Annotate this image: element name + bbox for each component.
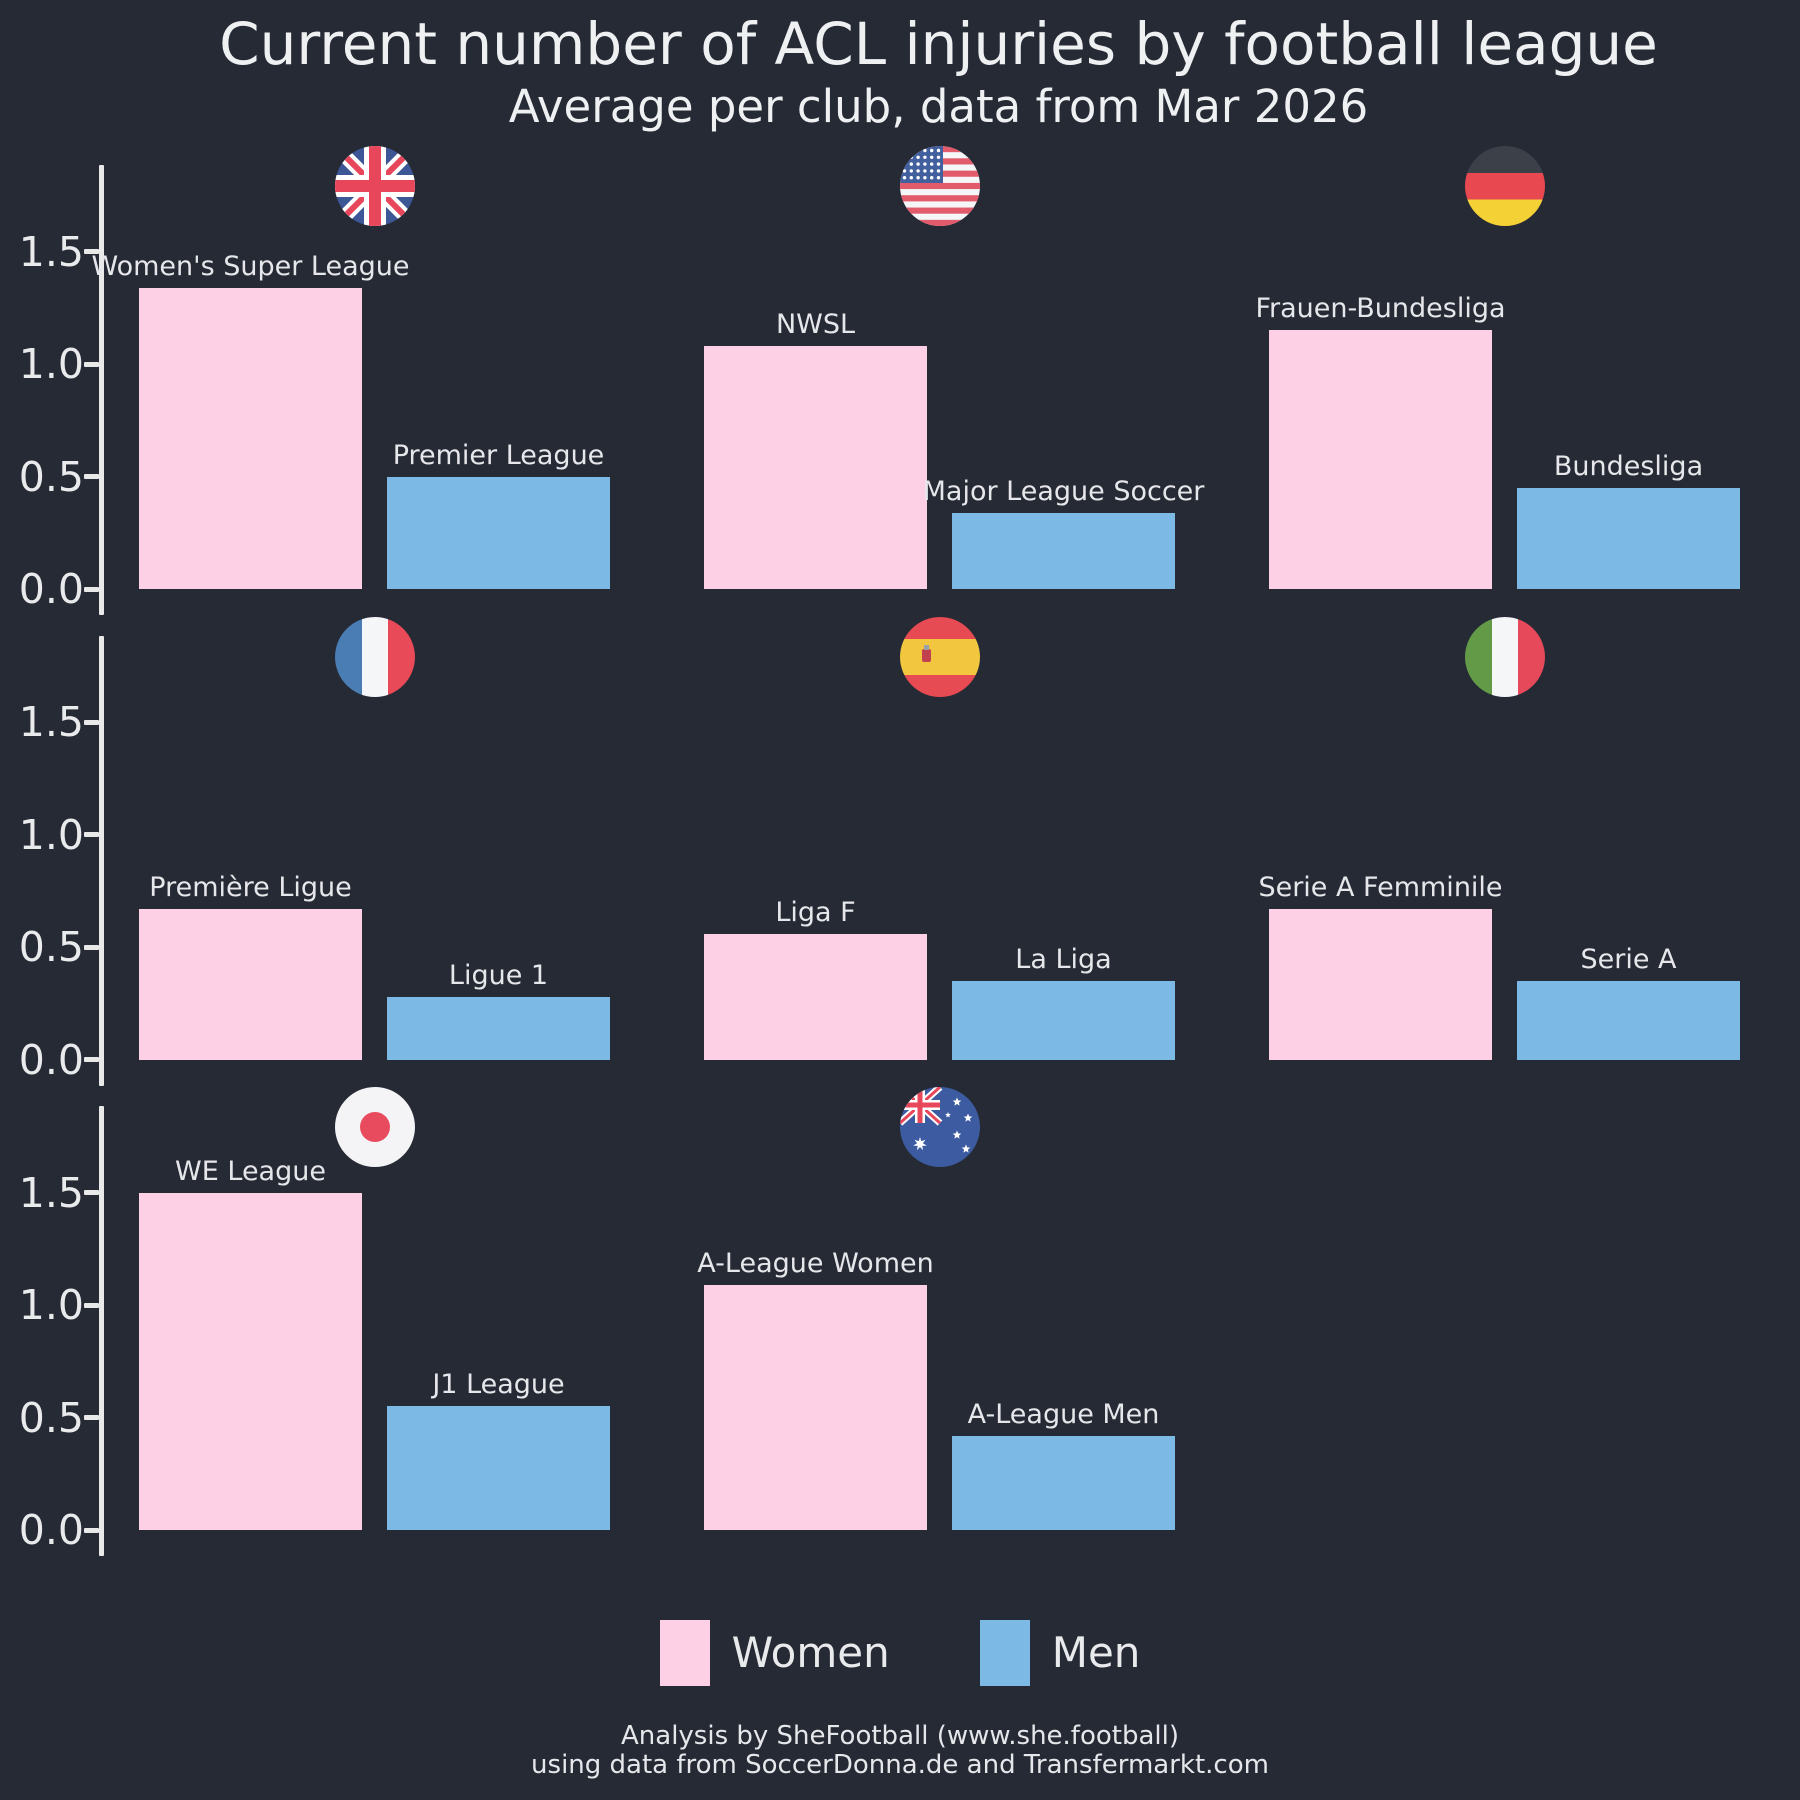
men-bar bbox=[952, 980, 1175, 1060]
attribution-line-1: Analysis by SheFootball (www.she.footbal… bbox=[621, 1721, 1179, 1751]
men-bar-label: Bundesliga bbox=[1553, 450, 1704, 482]
y-axis-tick-label: 0.0 bbox=[18, 1035, 84, 1084]
women-bar-label: Première Ligue bbox=[149, 871, 352, 903]
women-bar bbox=[139, 287, 362, 589]
y-axis-tick bbox=[83, 361, 99, 367]
women-bar bbox=[704, 346, 927, 589]
women-legend-label: Women bbox=[731, 1628, 890, 1677]
men-bar bbox=[387, 1406, 610, 1530]
men-bar bbox=[1517, 487, 1740, 589]
y-axis-tick bbox=[83, 586, 99, 592]
attribution-footer: Analysis by SheFootball (www.she.footbal… bbox=[0, 1722, 1800, 1780]
y-axis-spine bbox=[98, 1106, 104, 1556]
japan-flag-icon bbox=[334, 1087, 415, 1167]
uk-flag-icon bbox=[334, 146, 415, 226]
men-bar-label: Serie A bbox=[1580, 943, 1677, 975]
y-axis-tick bbox=[83, 832, 99, 837]
women-bar-label: Liga F bbox=[775, 896, 856, 928]
australia-flag-icon bbox=[899, 1087, 980, 1167]
men-bar-label: Major League Soccer bbox=[922, 475, 1205, 507]
y-axis-tick-label: 0.5 bbox=[18, 1393, 84, 1442]
y-axis-tick-label: 1.0 bbox=[18, 810, 84, 859]
men-bar-label: Premier League bbox=[392, 439, 605, 471]
spain-flag-icon bbox=[899, 616, 980, 697]
women-bar bbox=[704, 933, 927, 1060]
usa-flag-icon bbox=[899, 146, 980, 226]
women-bar-label: A-League Women bbox=[697, 1247, 934, 1279]
women-bar bbox=[139, 908, 362, 1060]
men-bar bbox=[387, 996, 610, 1060]
men-bar bbox=[1517, 980, 1740, 1060]
france-flag-icon bbox=[334, 616, 415, 697]
chart-legend: Women Men bbox=[0, 1618, 1800, 1688]
y-axis-tick-label: 1.0 bbox=[18, 340, 84, 388]
women-bar-label: NWSL bbox=[775, 309, 856, 340]
women-legend-swatch bbox=[659, 1620, 710, 1686]
men-bar-label: J1 League bbox=[432, 1369, 565, 1401]
y-axis-tick-label: 1.5 bbox=[18, 1168, 84, 1217]
y-axis-tick-label: 0.5 bbox=[18, 452, 84, 501]
men-legend-label: Men bbox=[1051, 1628, 1141, 1677]
y-axis-tick bbox=[83, 474, 99, 479]
y-axis-spine bbox=[98, 165, 104, 615]
women-bar-label: WE League bbox=[175, 1155, 326, 1187]
women-bar bbox=[139, 1192, 362, 1530]
men-bar-label: A-League Men bbox=[967, 1398, 1160, 1430]
y-axis-tick-label: 0.0 bbox=[18, 565, 84, 613]
y-axis-tick-label: 1.5 bbox=[18, 698, 84, 746]
men-bar bbox=[952, 512, 1175, 589]
y-axis-spine bbox=[98, 635, 104, 1086]
women-bar bbox=[1269, 330, 1492, 589]
italy-flag-icon bbox=[1464, 616, 1545, 697]
attribution-line-2: using data from SoccerDonna.de and Trans… bbox=[531, 1750, 1269, 1780]
y-axis-tick bbox=[83, 1190, 99, 1195]
men-bar bbox=[387, 476, 610, 589]
chart-subtitle: Average per club, data from Mar 2026 bbox=[508, 80, 1369, 133]
women-bar-label: Women's Super League bbox=[91, 250, 410, 282]
men-legend-swatch bbox=[979, 1620, 1030, 1686]
y-axis-tick bbox=[83, 1302, 99, 1308]
y-axis-tick bbox=[83, 1415, 99, 1420]
men-bar bbox=[952, 1435, 1175, 1530]
y-axis-tick-label: 0.0 bbox=[18, 1506, 84, 1554]
men-bar-label: La Liga bbox=[1015, 943, 1112, 975]
y-axis-tick bbox=[83, 249, 99, 254]
y-axis-tick bbox=[83, 1057, 99, 1062]
women-bar-label: Frauen-Bundesliga bbox=[1255, 293, 1506, 325]
y-axis-tick-label: 1.0 bbox=[18, 1281, 84, 1329]
y-axis-tick-label: 1.5 bbox=[18, 227, 84, 276]
y-axis-tick bbox=[83, 1527, 99, 1533]
women-bar bbox=[704, 1284, 927, 1530]
women-bar-label: Serie A Femminile bbox=[1258, 871, 1503, 903]
y-axis-tick bbox=[83, 944, 99, 950]
women-bar bbox=[1269, 908, 1492, 1060]
y-axis-tick-label: 0.5 bbox=[18, 923, 84, 971]
chart-title: Current number of ACL injuries by footba… bbox=[219, 10, 1658, 78]
germany-flag-icon bbox=[1464, 146, 1545, 226]
y-axis-tick bbox=[83, 719, 99, 725]
men-bar-label: Ligue 1 bbox=[448, 959, 549, 991]
